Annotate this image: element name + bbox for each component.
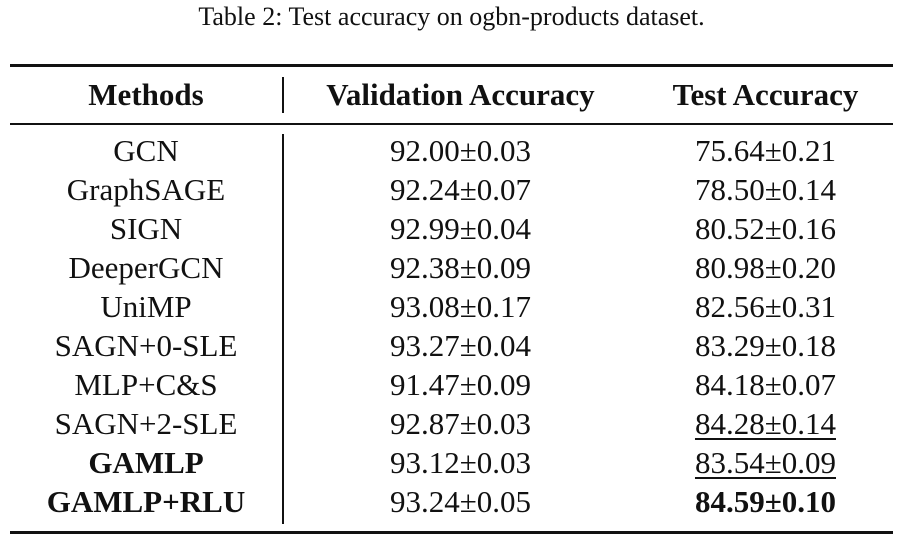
table-cell: 84.28±0.14 [638,404,893,443]
table-row: GraphSAGE 92.24±0.07 78.50±0.14 [10,170,893,209]
table-cell: 93.12±0.03 [288,443,633,482]
cell-text: 80.98±0.20 [694,250,836,285]
table-cell: 82.56±0.31 [638,287,893,326]
bottom-rule [10,531,893,534]
table-cell: GCN [10,131,282,170]
cell-text: GraphSAGE [66,172,226,207]
header-cell: Validation Accuracy [326,77,595,112]
table-cell: GraphSAGE [10,170,282,209]
table-cell: 80.52±0.16 [638,209,893,248]
table-row: MLP+C&S 91.47±0.09 84.18±0.07 [10,365,893,404]
table-row: SIGN 92.99±0.04 80.52±0.16 [10,209,893,248]
table-cell: 92.99±0.04 [288,209,633,248]
cell-text: 84.18±0.07 [694,367,836,402]
table-cell: SAGN+0-SLE [10,326,282,365]
table-cell: 92.87±0.03 [288,404,633,443]
cell-text: GAMLP [88,445,204,480]
table-row: GAMLP 93.12±0.03 83.54±0.09 [10,443,893,482]
cell-text: 93.24±0.05 [389,484,531,519]
table-cell: 78.50±0.14 [638,170,893,209]
table-cell: 92.00±0.03 [288,131,633,170]
cell-text: 92.38±0.09 [389,250,531,285]
table-row: GCN 92.00±0.03 75.64±0.21 [10,131,893,170]
table-cell: DeeperGCN [10,248,282,287]
table-cell: MLP+C&S [10,365,282,404]
cell-text: 84.28±0.14 [694,406,836,441]
cell-text: 84.59±0.10 [694,484,836,519]
cell-text: 92.87±0.03 [389,406,531,441]
cell-text: 80.52±0.16 [694,211,836,246]
table-cell: 93.27±0.04 [288,326,633,365]
table-caption: Table 2: Test accuracy on ogbn-products … [198,2,705,31]
table-row: DeeperGCN 92.38±0.09 80.98±0.20 [10,248,893,287]
cell-text: UniMP [100,289,192,324]
cell-text: DeeperGCN [68,250,224,285]
cell-text: 92.99±0.04 [389,211,531,246]
cell-text: 92.00±0.03 [389,133,531,168]
table-row: SAGN+0-SLE 93.27±0.04 83.29±0.18 [10,326,893,365]
cell-text: 83.29±0.18 [694,328,836,363]
cell-text: 93.27±0.04 [389,328,531,363]
table-cell: SIGN [10,209,282,248]
cell-text: SIGN [109,211,183,246]
cell-text: 75.64±0.21 [694,133,836,168]
table-cell: GAMLP [10,443,282,482]
cell-text: 91.47±0.09 [389,367,531,402]
table-cell: UniMP [10,287,282,326]
cell-text: SAGN+0-SLE [54,328,238,363]
mid-rule [10,123,893,125]
cell-text: 82.56±0.31 [694,289,836,324]
cell-text: 92.24±0.07 [389,172,531,207]
table-cell: 75.64±0.21 [638,131,893,170]
cell-text: 78.50±0.14 [694,172,836,207]
cell-text: 93.08±0.17 [389,289,531,324]
column-divider [282,134,284,524]
table-cell: 92.38±0.09 [288,248,633,287]
cell-text: SAGN+2-SLE [54,406,238,441]
table-cell: 92.24±0.07 [288,170,633,209]
table-row: SAGN+2-SLE 92.87±0.03 84.28±0.14 [10,404,893,443]
table-cell: GAMLP+RLU [10,482,282,521]
cell-text: 93.12±0.03 [389,445,531,480]
table-cell: 84.18±0.07 [638,365,893,404]
table-row: UniMP 93.08±0.17 82.56±0.31 [10,287,893,326]
cell-text: GAMLP+RLU [46,484,246,519]
cell-text: MLP+C&S [74,367,218,402]
column-divider [282,77,284,113]
table-cell: 84.59±0.10 [638,482,893,521]
table-cell: 80.98±0.20 [638,248,893,287]
header-cell: Test Accuracy [672,77,859,112]
cell-text: 83.54±0.09 [694,445,836,480]
table-cell: 91.47±0.09 [288,365,633,404]
table-cell: 93.24±0.05 [288,482,633,521]
cell-text: GCN [113,133,179,168]
header-cell: Methods [88,77,204,112]
table-cell: SAGN+2-SLE [10,404,282,443]
table-cell: 83.54±0.09 [638,443,893,482]
header-row: Methods Validation Accuracy Test Accurac… [10,75,893,114]
table-cell: 83.29±0.18 [638,326,893,365]
top-rule [10,64,893,67]
table-row: GAMLP+RLU 93.24±0.05 84.59±0.10 [10,482,893,521]
table-cell: 93.08±0.17 [288,287,633,326]
